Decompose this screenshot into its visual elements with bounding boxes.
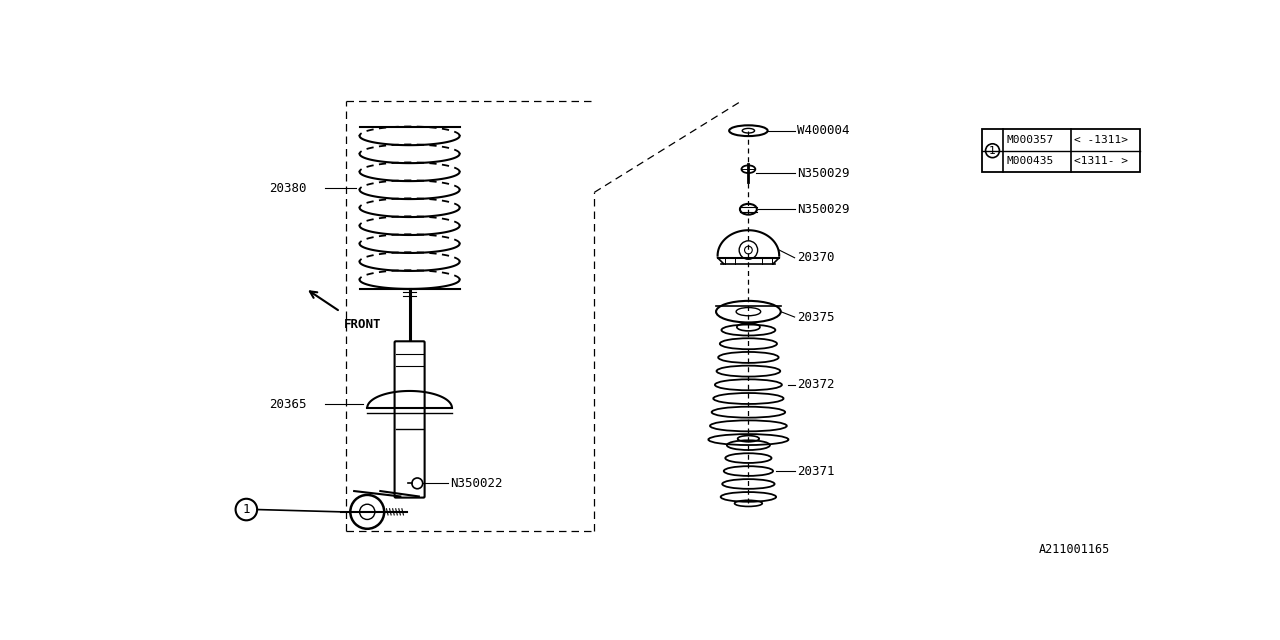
Text: FRONT: FRONT (344, 318, 381, 331)
FancyBboxPatch shape (982, 129, 1140, 172)
Text: 1: 1 (243, 503, 250, 516)
Text: N350029: N350029 (797, 203, 850, 216)
Text: M000357: M000357 (1006, 135, 1053, 145)
Text: N350022: N350022 (451, 477, 503, 490)
Text: 20371: 20371 (797, 465, 835, 477)
Text: W400004: W400004 (797, 124, 850, 137)
Text: A211001165: A211001165 (1039, 543, 1110, 556)
Text: 20375: 20375 (797, 310, 835, 324)
Text: <1311- >: <1311- > (1074, 157, 1128, 166)
Text: 20372: 20372 (797, 378, 835, 391)
Text: 20365: 20365 (269, 397, 306, 410)
Text: < -1311>: < -1311> (1074, 135, 1128, 145)
Text: 1: 1 (989, 146, 996, 156)
Text: N350029: N350029 (797, 166, 850, 180)
Text: 20380: 20380 (269, 182, 306, 195)
FancyBboxPatch shape (394, 341, 425, 498)
Text: M000435: M000435 (1006, 157, 1053, 166)
Text: 20370: 20370 (797, 252, 835, 264)
